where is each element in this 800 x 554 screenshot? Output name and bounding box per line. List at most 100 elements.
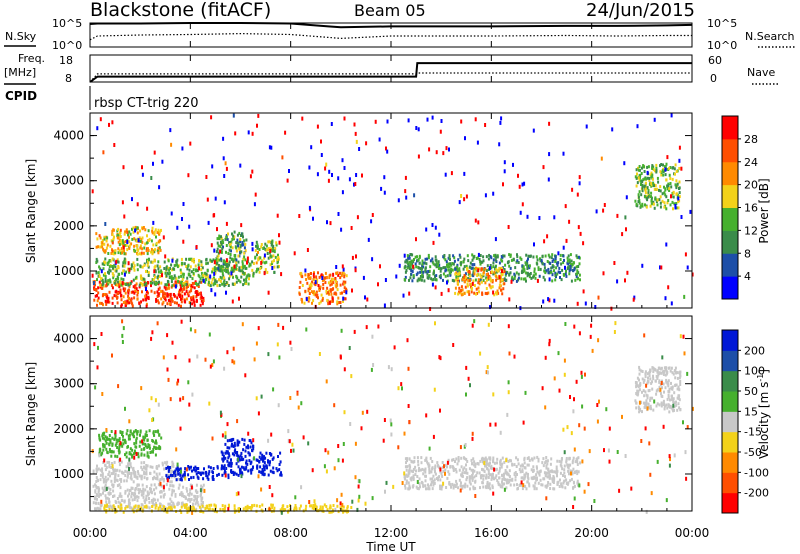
- power-panel-frame: [89, 112, 693, 309]
- vel-data-cell: [675, 403, 678, 407]
- power-data-cell: [211, 270, 214, 274]
- power-data-cell: [651, 164, 654, 168]
- power-axes-ytick-label: 4000: [53, 129, 84, 143]
- vel-data-cell: [239, 467, 242, 471]
- power-data-cell: [329, 273, 332, 277]
- power-data-cell: [123, 264, 126, 268]
- power-data-cell: [136, 263, 139, 267]
- vel-data-cell: [197, 503, 200, 507]
- power-data-cell: [96, 237, 99, 241]
- vel-data-cell: [181, 501, 184, 505]
- vel-data-cell: [268, 507, 271, 512]
- vel-data-cell: [504, 471, 507, 475]
- vel-data-cell: [106, 451, 109, 455]
- vel-data-cell: [346, 505, 349, 509]
- vel-data-cell: [101, 467, 103, 471]
- power-data-cell: [238, 296, 240, 301]
- power-data-cell: [123, 252, 126, 256]
- vel-data-cell: [190, 497, 193, 501]
- vel-data-cell: [407, 481, 410, 485]
- power-data-cell: [200, 260, 203, 264]
- power-data-cell: [177, 275, 180, 279]
- vel-data-cell: [121, 433, 123, 436]
- vel-data-cell: [101, 392, 104, 396]
- vel-data-cell: [509, 478, 512, 482]
- vel-data-cell: [676, 396, 679, 400]
- vel-data-cell: [120, 503, 123, 507]
- power-data-cell: [492, 258, 495, 262]
- vel-data-cell: [387, 365, 390, 370]
- power-data-cell: [218, 234, 221, 238]
- power-data-cell: [431, 282, 434, 287]
- vel-data-cell: [671, 371, 674, 375]
- power-data-cell: [522, 265, 525, 269]
- power-data-cell: [678, 187, 680, 190]
- power-data-cell: [135, 282, 138, 286]
- power-data-cell: [115, 269, 118, 273]
- vel-data-cell: [154, 441, 157, 445]
- vel-data-cell: [660, 404, 663, 408]
- power-data-cell: [212, 258, 215, 262]
- power-data-cell: [428, 147, 431, 152]
- vel-data-cell: [130, 471, 133, 475]
- power-data-cell: [248, 264, 251, 268]
- power-data-cell: [161, 273, 163, 278]
- power-data-cell: [145, 287, 147, 291]
- power-data-cell: [124, 230, 127, 234]
- power-data-cell: [169, 292, 172, 296]
- vel-data-cell: [176, 466, 179, 470]
- power-data-cell: [675, 206, 678, 210]
- power-data-cell: [638, 190, 641, 194]
- vel-data-cell: [278, 468, 281, 472]
- vel-data-cell: [519, 464, 522, 468]
- vel-data-cell: [233, 453, 236, 457]
- vel-data-cell: [211, 477, 214, 481]
- power-data-cell: [570, 259, 573, 263]
- power-data-cell: [198, 266, 200, 271]
- power-data-cell: [309, 286, 312, 290]
- power-data-cell: [567, 254, 570, 258]
- vel-data-cell: [112, 485, 115, 489]
- vel-data-cell: [544, 461, 547, 465]
- vel-data-cell: [484, 456, 487, 460]
- power-data-cell: [674, 183, 677, 187]
- power-data-cell: [582, 289, 585, 294]
- power-data-cell: [669, 203, 672, 207]
- vel-data-cell: [655, 404, 658, 408]
- vel-data-cell: [111, 464, 114, 469]
- power-data-cell: [271, 262, 273, 266]
- power-data-cell: [96, 303, 98, 307]
- vel-data-cell: [501, 483, 504, 486]
- freq-unit-label: [MHz]: [4, 66, 36, 79]
- power-data-cell: [329, 289, 332, 293]
- power-data-cell: [451, 262, 454, 265]
- vel-data-cell: [160, 436, 163, 440]
- power-data-cell: [278, 233, 280, 238]
- vel-data-cell: [143, 472, 146, 476]
- vel-data-cell: [669, 457, 671, 462]
- vel-data-cell: [119, 492, 122, 496]
- vel-data-cell: [354, 441, 357, 446]
- vel-data-cell: [454, 460, 456, 463]
- vel-data-cell: [651, 380, 653, 384]
- vel-data-cell: [267, 438, 270, 443]
- vel-data-cell: [679, 370, 682, 374]
- power-data-cell: [516, 253, 518, 257]
- vel-data-cell: [135, 475, 138, 479]
- power-data-cell: [674, 172, 676, 176]
- power-data-cell: [584, 301, 587, 306]
- power-data-cell: [142, 277, 145, 281]
- power-data-cell: [160, 269, 163, 273]
- power-data-cell: [242, 270, 245, 274]
- power-data-cell: [481, 260, 484, 264]
- power-data-cell: [133, 291, 136, 295]
- power-data-cell: [440, 119, 443, 123]
- power-data-cell: [547, 253, 550, 257]
- power-data-cell: [112, 266, 114, 270]
- vel-data-cell: [137, 470, 139, 474]
- vel-data-cell: [101, 434, 104, 438]
- power-data-cell: [122, 165, 125, 170]
- power-data-cell: [133, 237, 136, 241]
- vel-data-cell: [150, 483, 153, 487]
- power-data-cell: [236, 238, 239, 242]
